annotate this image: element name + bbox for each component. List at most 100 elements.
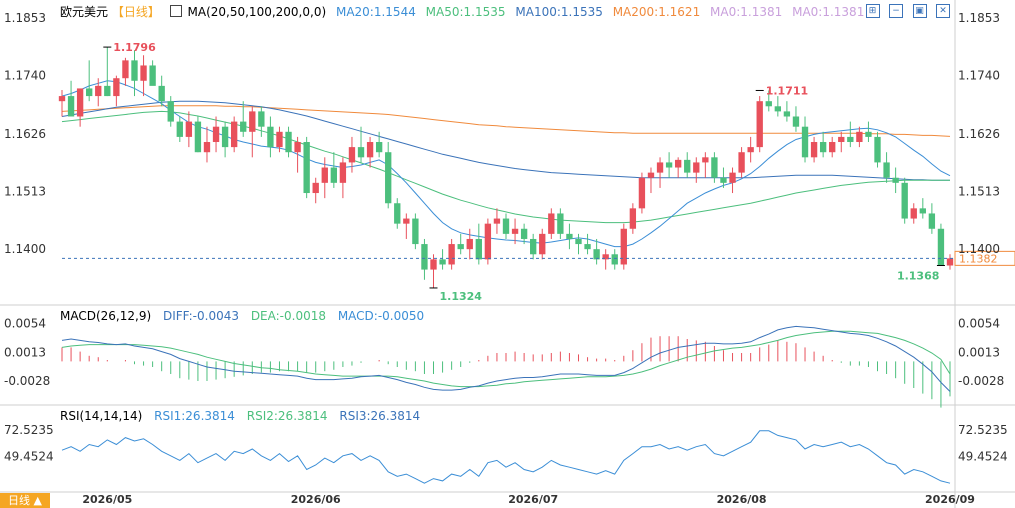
candle-body xyxy=(629,208,637,229)
candle-body xyxy=(593,249,600,260)
macd-tick-left: -0.0028 xyxy=(4,374,50,388)
candle-body xyxy=(475,238,482,260)
rsi2-value: RSI2:26.3814 xyxy=(246,409,328,423)
ma50-line xyxy=(61,110,950,224)
low-annotation: 1.1324 xyxy=(440,290,483,303)
candle-body xyxy=(240,121,247,132)
candle-body xyxy=(530,238,537,255)
checkbox-icon[interactable] xyxy=(169,5,182,17)
candle-body xyxy=(339,162,347,183)
candle-body xyxy=(113,78,120,97)
candle-body xyxy=(756,101,763,148)
price-tick-left: 1.1853 xyxy=(4,11,46,25)
candle-body xyxy=(439,259,446,265)
candle-body xyxy=(176,121,183,137)
rsi-tick-right: 72.5235 xyxy=(958,423,1008,437)
ma20-value: MA20:1.1544 xyxy=(335,5,416,19)
candle-body xyxy=(421,244,428,270)
dea-line xyxy=(61,330,951,388)
candle-body xyxy=(366,142,374,158)
rsi-legend: RSI(14,14,14) RSI1:26.3814 RSI2:26.3814 … xyxy=(60,409,428,423)
candle-body xyxy=(656,162,664,173)
candle-body xyxy=(348,147,356,163)
rsi-tick-left: 72.5235 xyxy=(4,423,54,437)
rsi1-value: RSI1:26.3814 xyxy=(154,409,235,423)
candle-body xyxy=(566,233,573,239)
price-tick-left: 1.1626 xyxy=(4,127,46,141)
candle-body xyxy=(729,172,736,183)
candle-body xyxy=(792,116,800,127)
candle-body xyxy=(357,147,365,158)
window-buttons: ⊞ − ▣ ✕ xyxy=(860,3,950,18)
candle-body xyxy=(448,244,455,265)
price-tick-left: 1.1740 xyxy=(4,69,46,83)
candle-body xyxy=(847,136,854,143)
price-tick-right: 1.1626 xyxy=(958,127,1000,141)
macd-value: MACD:-0.0050 xyxy=(337,309,425,323)
candle-body xyxy=(511,228,519,234)
dea-value: DEA:-0.0018 xyxy=(250,309,326,323)
candle-body xyxy=(285,131,292,153)
ma100-value: MA100:1.1535 xyxy=(515,5,603,19)
main-legend: 欧元美元 【日线】 MA(20,50,100,200,0,0) MA20:1.1… xyxy=(60,3,870,20)
candle-body xyxy=(520,228,528,239)
candle-body xyxy=(303,142,310,194)
candle-body xyxy=(403,218,410,224)
candle-body xyxy=(258,111,265,127)
candle-body xyxy=(910,208,917,219)
rsi-tick-left: 49.4524 xyxy=(4,449,54,463)
candle-body xyxy=(774,106,782,112)
macd-label: MACD(26,12,9) xyxy=(60,309,152,323)
candle-body xyxy=(665,162,673,168)
macd-tick-left: 0.0013 xyxy=(4,345,46,359)
candle-body xyxy=(856,131,863,143)
candle-body xyxy=(167,101,174,122)
candle-body xyxy=(892,177,899,183)
grid-icon[interactable]: ⊞ xyxy=(865,4,880,18)
candle-body xyxy=(430,259,437,270)
restore-icon[interactable]: ▣ xyxy=(912,4,927,18)
candle-body xyxy=(638,177,646,209)
candle-body xyxy=(620,228,627,265)
candle-body xyxy=(693,162,700,173)
candle-body xyxy=(122,60,129,79)
candle-body xyxy=(720,177,727,183)
candle-body xyxy=(330,167,338,183)
candle-body xyxy=(674,159,682,168)
period-button[interactable]: 日线 ▲ xyxy=(0,493,50,508)
candle-body xyxy=(457,244,464,250)
date-tick: 2026/07 xyxy=(508,493,558,506)
macd-tick-right: 0.0013 xyxy=(958,345,1000,359)
candle-body xyxy=(901,182,908,219)
candle-body xyxy=(584,244,591,250)
macd-panel xyxy=(61,325,951,408)
rsi-panel xyxy=(61,430,951,484)
close-icon[interactable]: ✕ xyxy=(936,4,950,18)
candle-body xyxy=(702,157,709,163)
candle-body xyxy=(394,203,401,224)
candle-body xyxy=(104,85,111,97)
candle-body xyxy=(937,228,945,266)
candle-body xyxy=(928,213,936,229)
candle-body xyxy=(212,126,220,143)
ma0a-value: MA0:1.1381 xyxy=(710,5,783,19)
high-annotation: 1.1796 xyxy=(113,41,156,54)
period-label[interactable]: 【日线】 xyxy=(111,5,160,19)
macd-tick-right: 0.0054 xyxy=(958,317,1000,331)
candle-body xyxy=(294,142,301,153)
candle-body xyxy=(194,121,202,153)
minus-icon[interactable]: − xyxy=(889,4,903,18)
candlestick-panel: 1.1382 1.1796 1.1711 1.1324 1.1368 xyxy=(58,41,1015,303)
axes: 1.1853 1.1853 1.1740 1.1740 1.1626 1.1626 1.15… xyxy=(4,11,1008,506)
date-tick: 2026/06 xyxy=(291,493,341,506)
candle-body xyxy=(67,96,75,117)
candle-body xyxy=(829,142,836,153)
price-tick-left: 1.1400 xyxy=(4,242,46,256)
last-low-annotation: 1.1368 xyxy=(897,270,939,283)
candle-body xyxy=(557,213,564,234)
candle-body xyxy=(765,101,772,107)
candle-body xyxy=(276,131,283,148)
candle-body xyxy=(221,126,229,148)
diff-line xyxy=(61,325,951,392)
